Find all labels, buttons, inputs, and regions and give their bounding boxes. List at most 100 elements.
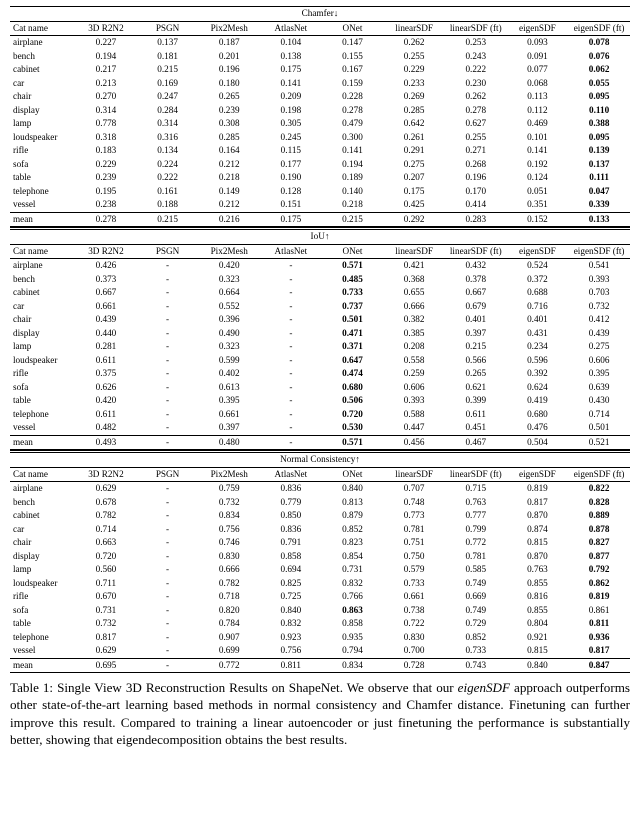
metric-cell: - [137,536,199,550]
metric-cell: - [137,259,199,273]
cat-name: cabinet [10,286,75,300]
mean-cell: 0.728 [383,658,445,673]
table-row: car0.714-0.7560.8360.8520.7810.7990.8740… [10,523,630,537]
metric-cell: 0.278 [322,104,384,118]
metric-cell: 0.861 [568,604,630,618]
cat-name: display [10,104,75,118]
results-tables: Chamfer↓Cat name3D R2N2PSGNPix2MeshAtlas… [10,6,630,673]
table-row: telephone0.1950.1610.1490.1280.1400.1750… [10,185,630,199]
cat-name: car [10,77,75,91]
metric-cell: - [260,286,322,300]
mean-cell: 0.456 [383,435,445,450]
metric-cell: 0.431 [507,327,569,341]
metric-cell: 0.782 [75,509,137,523]
metric-cell: 0.825 [260,577,322,591]
metric-cell: 0.781 [383,523,445,537]
metric-cell: 0.385 [383,327,445,341]
mean-label: mean [10,658,75,673]
col-header: eigenSDF [507,21,569,36]
col-header: eigenSDF [507,244,569,259]
metric-cell: - [260,340,322,354]
metric-cell: - [137,604,199,618]
metric-cell: 0.215 [445,340,507,354]
metric-cell: 0.233 [383,77,445,91]
metric-cell: 0.393 [568,273,630,287]
cat-name: telephone [10,408,75,422]
col-header: Pix2Mesh [198,21,260,36]
table-row: cabinet0.782-0.8340.8500.8790.7730.7770.… [10,509,630,523]
metric-cell: 0.832 [322,577,384,591]
metric-cell: 0.401 [445,313,507,327]
metric-cell: 0.627 [445,117,507,131]
metric-cell: 0.141 [260,77,322,91]
metric-cell: 0.255 [445,131,507,145]
metric-cell: 0.164 [198,144,260,158]
metric-cell: 0.862 [568,577,630,591]
metric-cell: 0.138 [260,50,322,64]
mean-label: mean [10,212,75,227]
table-row: sofa0.731-0.8200.8400.8630.7380.7490.855… [10,604,630,618]
metric-cell: 0.093 [507,36,569,50]
table-row: table0.2390.2220.2180.1900.1890.2070.196… [10,171,630,185]
metric-cell: 0.397 [198,421,260,435]
metric-cell: - [137,381,199,395]
metric-cell: 0.229 [75,158,137,172]
metric-cell: 0.285 [198,131,260,145]
metric-cell: 0.666 [198,563,260,577]
metric-cell: - [260,259,322,273]
cat-name: rifle [10,590,75,604]
metric-cell: - [137,340,199,354]
mean-cell: 0.504 [507,435,569,450]
metric-cell: 0.935 [322,631,384,645]
metric-cell: 0.585 [445,563,507,577]
cat-name: telephone [10,631,75,645]
cat-name: lamp [10,117,75,131]
metric-cell: 0.208 [383,340,445,354]
mean-cell: 0.847 [568,658,630,673]
table-row: bench0.678-0.7320.7790.8130.7480.7630.81… [10,496,630,510]
table-row: loudspeaker0.611-0.599-0.6470.5580.5660.… [10,354,630,368]
metric-cell: 0.715 [445,482,507,496]
metric-cell: - [137,496,199,510]
metric-cell: 0.115 [260,144,322,158]
metric-cell: 0.471 [322,327,384,341]
metric-cell: 0.372 [507,273,569,287]
metric-cell: 0.707 [383,482,445,496]
cat-name: loudspeaker [10,131,75,145]
metric-cell: 0.159 [322,77,384,91]
metric-cell: 0.245 [260,131,322,145]
metric-cell: 0.323 [198,273,260,287]
metric-cell: 0.667 [445,286,507,300]
caption-label: Table 1: [10,680,53,695]
metric-cell: - [137,313,199,327]
metric-cell: 0.371 [322,340,384,354]
section-table: IoU↑Cat name3D R2N2PSGNPix2MeshAtlasNetO… [10,227,630,450]
section-table: Normal Consistency↑Cat name3D R2N2PSGNPi… [10,450,630,673]
table-row: cabinet0.2170.2150.1960.1750.1670.2290.2… [10,63,630,77]
metric-cell: 0.804 [507,617,569,631]
metric-cell: 0.813 [322,496,384,510]
metric-cell: 0.170 [445,185,507,199]
metric-cell: 0.629 [75,644,137,658]
metric-cell: 0.923 [260,631,322,645]
section-table: Chamfer↓Cat name3D R2N2PSGNPix2MeshAtlas… [10,6,630,227]
metric-cell: 0.823 [322,536,384,550]
metric-cell: 0.700 [383,644,445,658]
metric-cell: 0.262 [445,90,507,104]
mean-row: mean0.493-0.480-0.5710.4560.4670.5040.52… [10,435,630,450]
metric-cell: 0.661 [75,300,137,314]
metric-cell: 0.181 [137,50,199,64]
table-row: rifle0.670-0.7180.7250.7660.6610.6690.81… [10,590,630,604]
metric-cell: 0.308 [198,117,260,131]
cat-name: display [10,327,75,341]
metric-cell: 0.834 [198,509,260,523]
table-row: lamp0.281-0.323-0.3710.2080.2150.2340.27… [10,340,630,354]
cat-name: airplane [10,36,75,50]
table-row: lamp0.7780.3140.3080.3050.4790.6420.6270… [10,117,630,131]
metric-cell: - [137,421,199,435]
col-header: 3D R2N2 [75,244,137,259]
metric-cell: 0.524 [507,259,569,273]
metric-cell: 0.175 [383,185,445,199]
metric-cell: - [260,273,322,287]
metric-cell: 0.140 [322,185,384,199]
